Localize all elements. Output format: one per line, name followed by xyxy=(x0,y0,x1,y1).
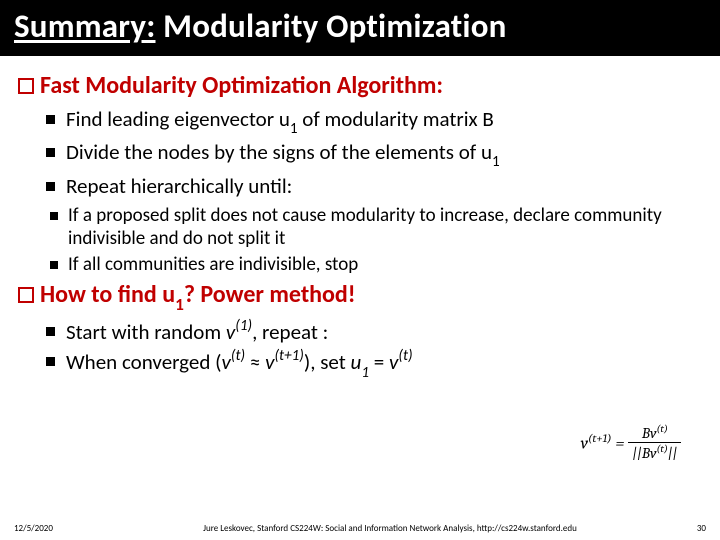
bullet-list-1: Find leading eigenvector u1 of modularit… xyxy=(46,106,702,200)
list-item: Repeat hierarchically until: xyxy=(46,173,702,200)
formula-numerator: Bv(t) xyxy=(638,424,672,441)
slide-footer: 12/5/2020 Jure Leskovec, Stanford CS224W… xyxy=(0,523,720,534)
title-rest: Modularity Optimization xyxy=(156,6,507,46)
section-heading-1: Fast Modularity Optimization Algorithm: xyxy=(18,72,702,100)
bullet-list-2: Start with random v(1), repeat : When co… xyxy=(46,318,702,380)
list-item: Divide the nodes by the signs of the ele… xyxy=(46,139,702,171)
slide-content: Fast Modularity Optimization Algorithm: … xyxy=(0,56,720,381)
list-item: When converged (v(t) ≈ v(t+1)), set u1 =… xyxy=(46,348,702,381)
box-bullet-icon xyxy=(18,287,34,303)
list-item-text: When converged (v(t) ≈ v(t+1)), set u1 =… xyxy=(66,349,413,375)
bullet-list-1-nested: If a proposed split does not cause modul… xyxy=(50,204,702,277)
list-item-text: Find leading eigenvector u1 of modularit… xyxy=(66,106,494,132)
list-item: If all communities are indivisible, stop xyxy=(50,253,702,277)
list-item: Start with random v(1), repeat : xyxy=(46,318,702,346)
footer-date: 12/5/2020 xyxy=(14,523,104,534)
fraction-bar-icon xyxy=(628,442,681,443)
list-item: If a proposed split does not cause modul… xyxy=(50,204,702,252)
formula-fraction: Bv(t) ||Bv(t)|| xyxy=(628,424,681,461)
heading-2-text: How to find u1? Power method! xyxy=(40,280,356,309)
footer-credit: Jure Leskovec, Stanford CS224W: Social a… xyxy=(104,523,676,534)
list-item-text: Repeat hierarchically until: xyxy=(66,173,292,199)
list-item-text: If all communities are indivisible, stop xyxy=(68,253,358,276)
heading-1-text: Fast Modularity Optimization Algorithm: xyxy=(40,71,443,100)
list-item-text: If a proposed split does not cause modul… xyxy=(68,204,662,251)
list-item: Find leading eigenvector u1 of modularit… xyxy=(46,106,702,138)
formula-lhs: v(t+1) = xyxy=(581,431,625,454)
title-underlined: Summary: xyxy=(14,6,156,46)
formula-box: v(t+1) = Bv(t) ||Bv(t)|| xyxy=(552,418,710,466)
list-item-text: Start with random v(1), repeat : xyxy=(66,319,328,345)
box-bullet-icon xyxy=(18,78,34,94)
footer-page-number: 30 xyxy=(676,523,706,534)
formula-denominator: ||Bv(t)|| xyxy=(628,444,681,461)
list-item-text: Divide the nodes by the signs of the ele… xyxy=(66,139,500,165)
slide-title: Summary: Modularity Optimization xyxy=(14,6,706,46)
section-heading-2: How to find u1? Power method! xyxy=(18,281,702,313)
title-bar: Summary: Modularity Optimization xyxy=(0,0,720,56)
